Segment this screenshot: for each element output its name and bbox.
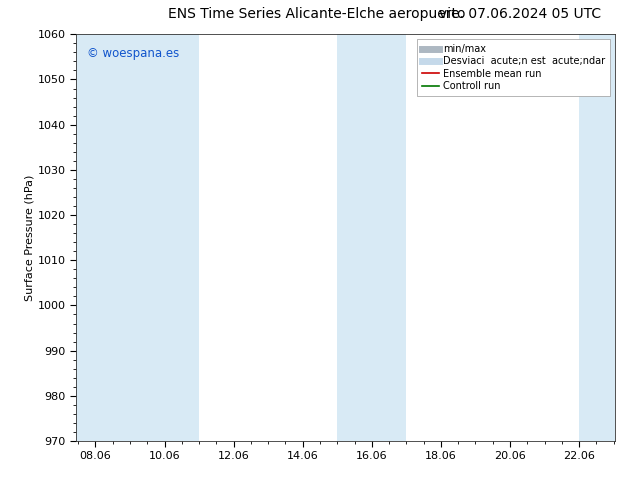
Bar (130, 34, 199, 441)
Bar (579, 34, 615, 441)
Text: vie. 07.06.2024 05 UTC: vie. 07.06.2024 05 UTC (439, 7, 601, 22)
Bar (76, 34, 130, 441)
Legend: min/max, Desviaci  acute;n est  acute;ndar, Ensemble mean run, Controll run: min/max, Desviaci acute;n est acute;ndar… (417, 39, 610, 96)
Text: © woespana.es: © woespana.es (87, 47, 179, 59)
Y-axis label: Surface Pressure (hPa): Surface Pressure (hPa) (25, 174, 35, 301)
Text: ENS Time Series Alicante-Elche aeropuerto: ENS Time Series Alicante-Elche aeropuert… (168, 7, 466, 22)
Bar (337, 34, 406, 441)
